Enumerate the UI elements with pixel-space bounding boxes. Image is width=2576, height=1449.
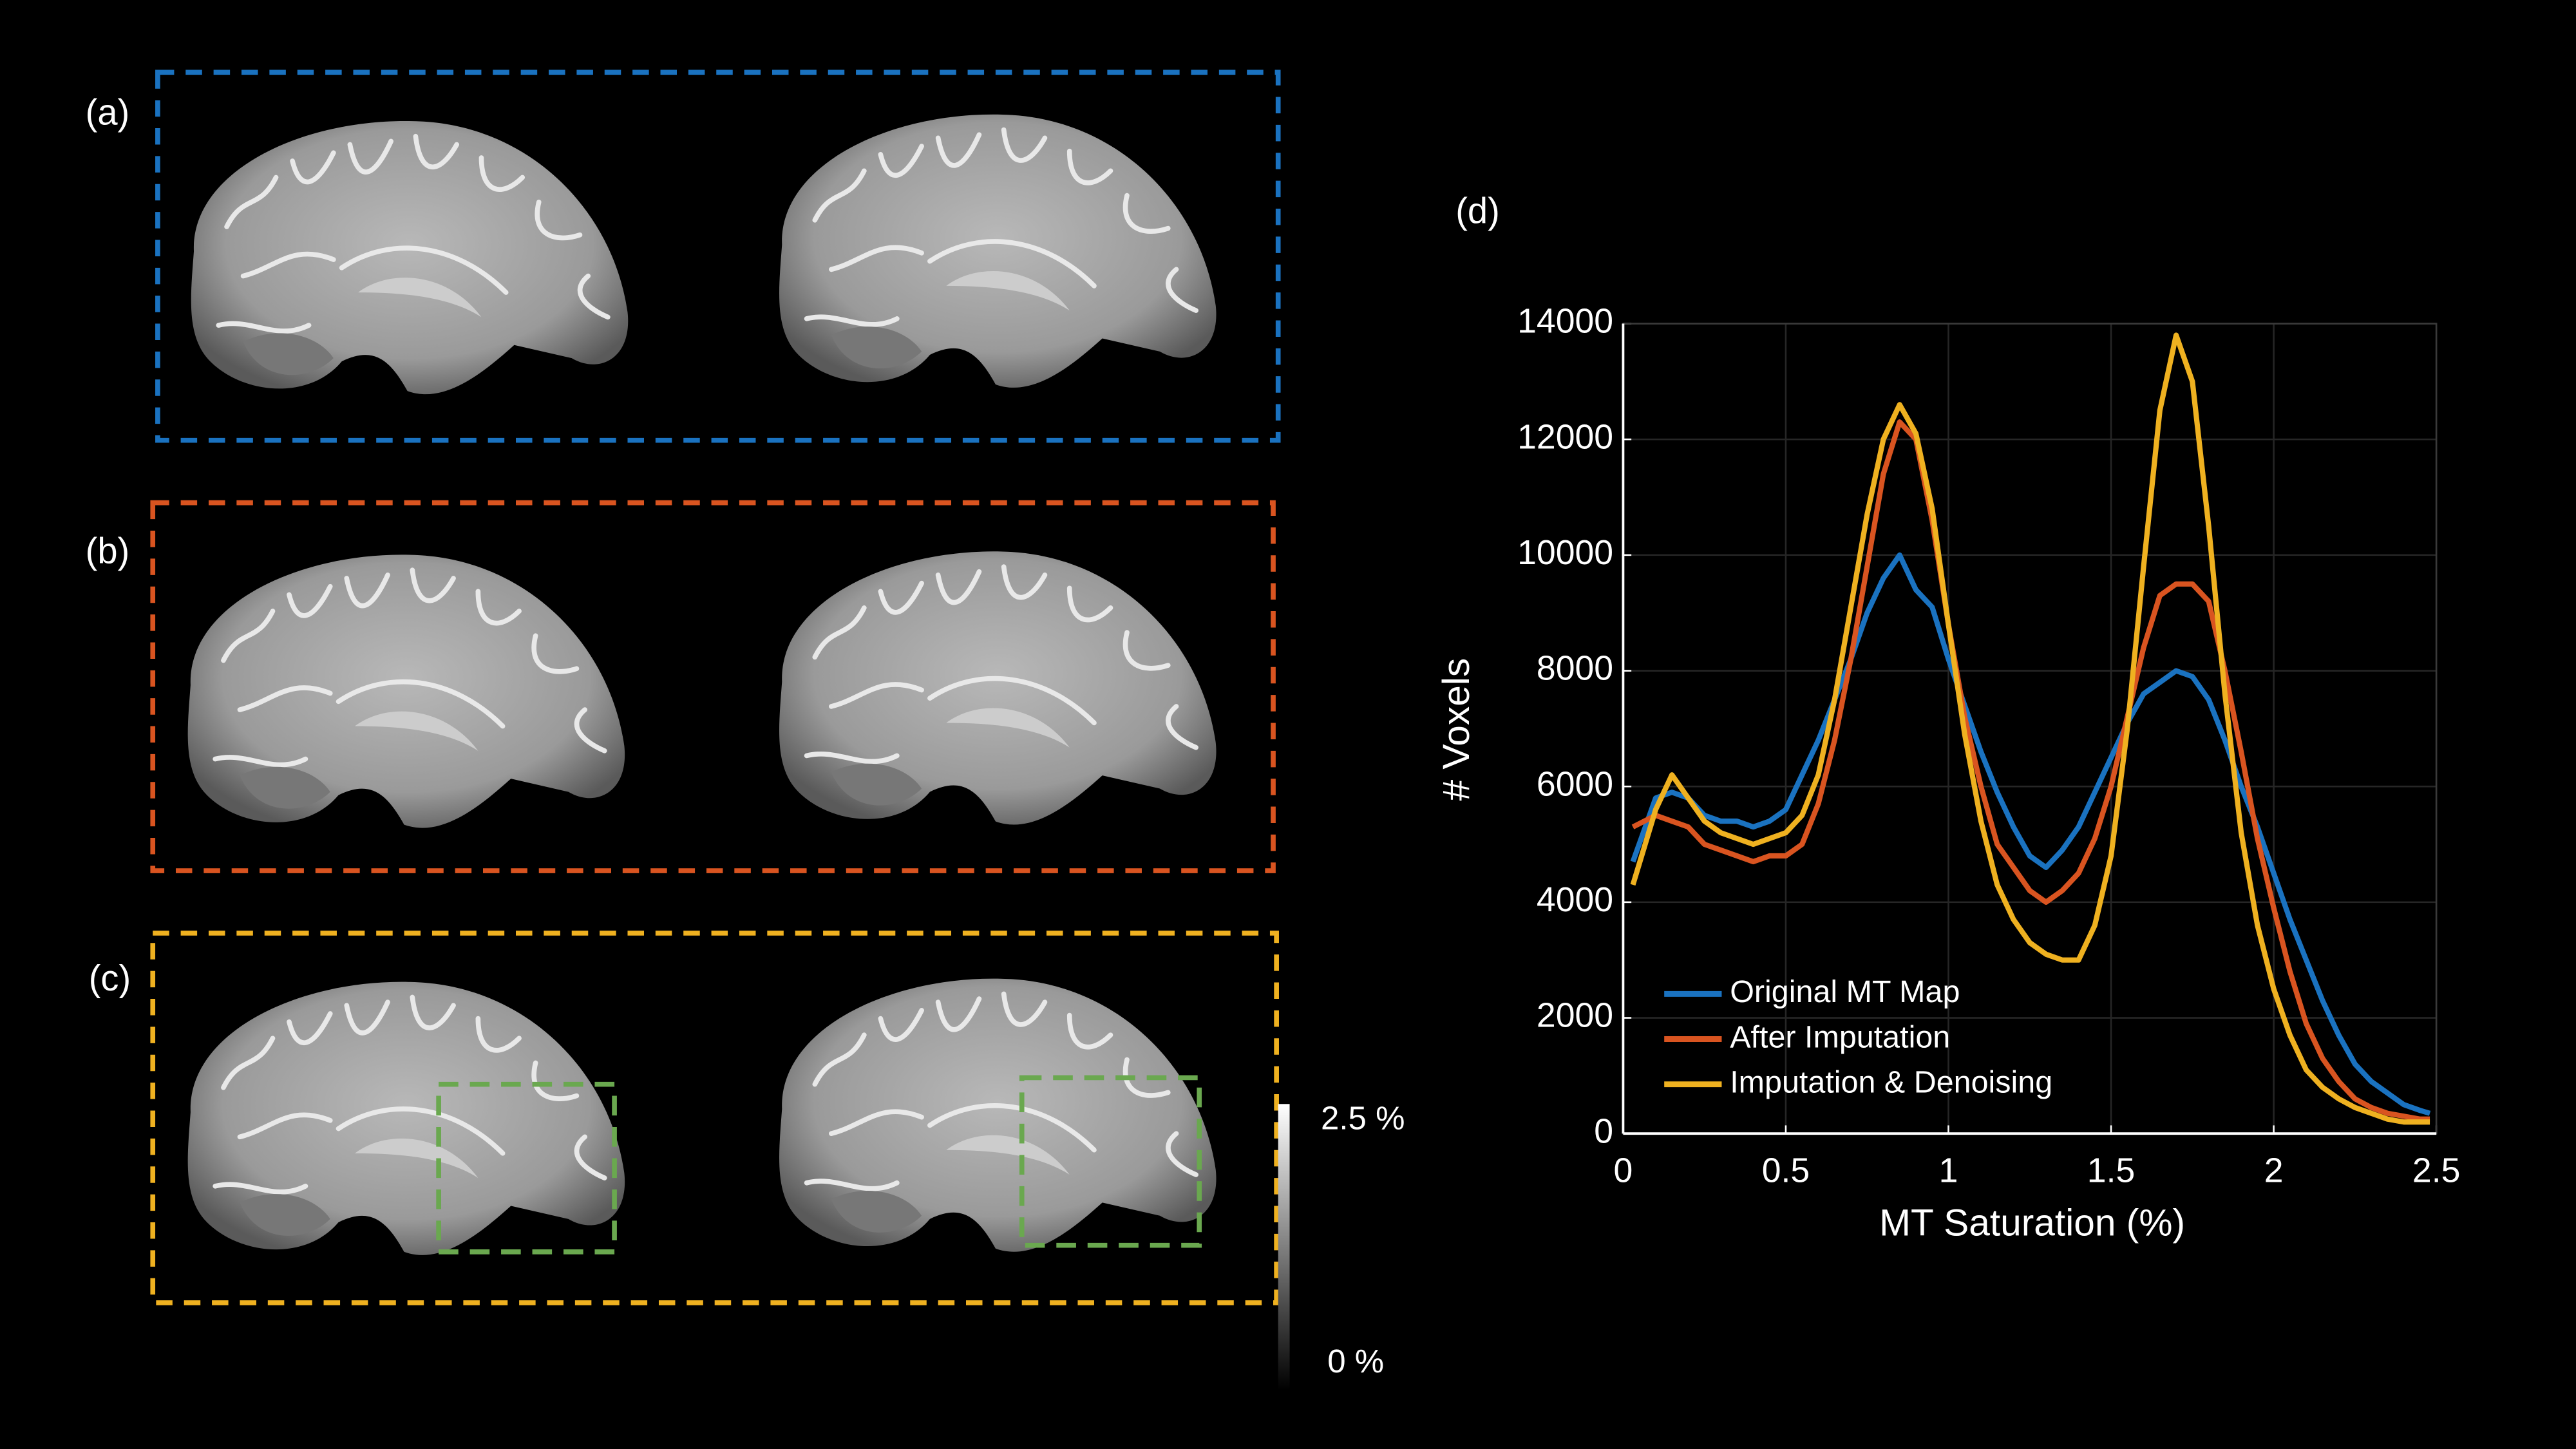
brain-image <box>188 982 625 1255</box>
data-line <box>1630 552 2431 1116</box>
x-tick-label: 1 <box>1939 1152 1958 1190</box>
zoom-box <box>436 1081 617 1255</box>
brain-image <box>191 121 628 394</box>
y-tick-label: 14000 <box>1517 303 1613 341</box>
x-tick-label: 0.5 <box>1762 1152 1810 1190</box>
colorbar-max-label: 2.5 % <box>1321 1099 1405 1136</box>
brain-image <box>779 979 1216 1252</box>
legend-label: Original MT Map <box>1730 974 1960 1009</box>
panel-label: (a) <box>86 91 130 132</box>
panel-frame-a <box>155 70 1281 443</box>
colorbar <box>1278 1104 1290 1390</box>
brain-image <box>779 551 1216 824</box>
data-line <box>1631 419 2430 1122</box>
y-axis-label: # Voxels <box>1435 658 1477 801</box>
y-tick-label: 8000 <box>1537 650 1613 688</box>
y-tick-label: 10000 <box>1517 534 1613 572</box>
panel-label: (b) <box>86 531 130 571</box>
x-tick-label: 2.5 <box>2412 1152 2460 1190</box>
panel-frame-b <box>150 500 1276 873</box>
brain-image <box>188 554 625 828</box>
legend-label: Imputation & Denoising <box>1730 1065 2052 1099</box>
y-tick-label: 0 <box>1594 1112 1613 1150</box>
y-tick-label: 6000 <box>1537 765 1613 803</box>
y-tick-label: 4000 <box>1537 881 1613 919</box>
panel-label: (d) <box>1455 190 1500 231</box>
x-tick-label: 1.5 <box>2087 1152 2135 1190</box>
panel-frame-c <box>150 931 1279 1305</box>
legend-label: After Imputation <box>1730 1019 1950 1054</box>
y-tick-label: 12000 <box>1517 418 1613 456</box>
x-axis-label: MT Saturation (%) <box>1879 1202 2185 1244</box>
x-tick-label: 2 <box>2264 1152 2284 1190</box>
panel-label: (c) <box>89 958 131 998</box>
colorbar-min-label: 0 % <box>1327 1343 1384 1379</box>
y-tick-label: 2000 <box>1537 997 1613 1035</box>
data-line <box>1630 332 2430 1125</box>
brain-image <box>779 115 1216 388</box>
x-tick-label: 0 <box>1614 1152 1633 1190</box>
plot-frame <box>1622 323 2438 1135</box>
zoom-box <box>1019 1075 1202 1248</box>
